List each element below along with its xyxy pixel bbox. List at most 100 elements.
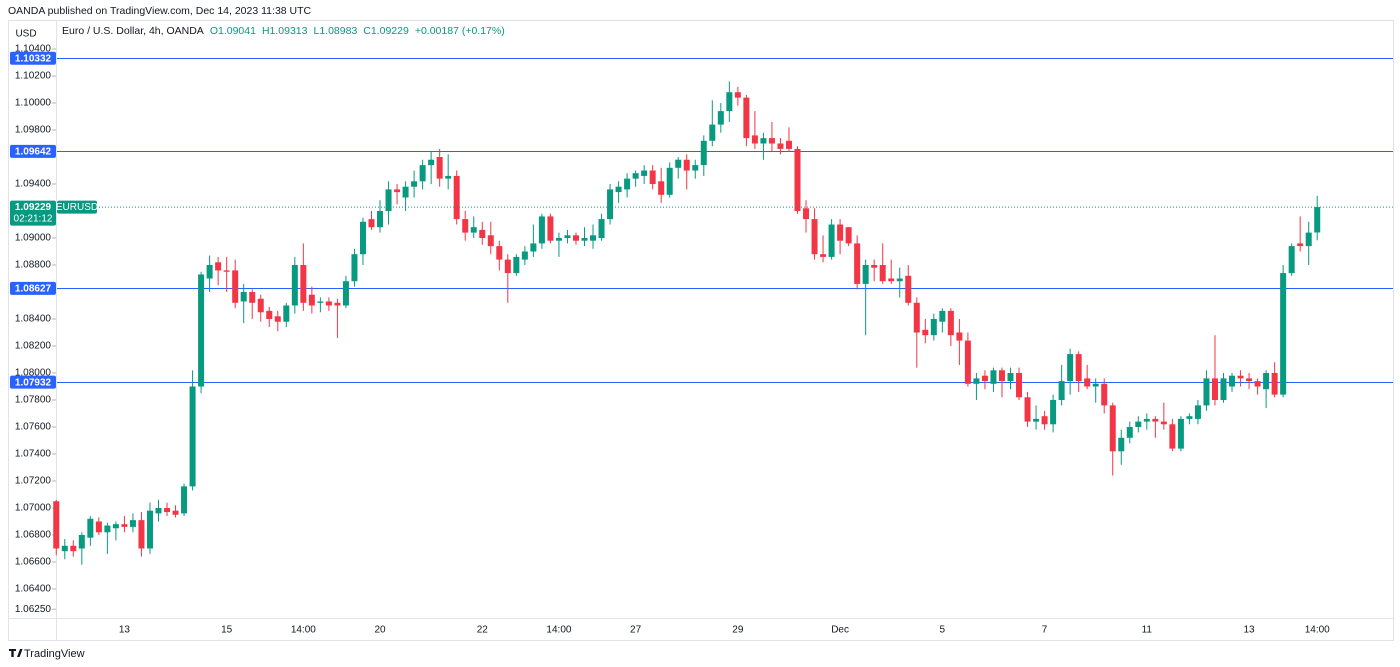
candle-body <box>641 170 648 176</box>
candle-body <box>172 510 179 515</box>
candle-body <box>359 221 366 255</box>
brand: TradingView <box>24 648 85 660</box>
frame <box>8 20 1394 641</box>
level-tag <box>10 281 56 295</box>
candle-body <box>598 219 605 239</box>
level-tag <box>10 375 56 389</box>
candle-body <box>394 189 401 193</box>
candle-body <box>947 310 954 336</box>
legend-header: Euro / U.S. Dollar, 4h, OANDA O1.09041 H1… <box>62 25 505 37</box>
candle-body <box>888 278 895 282</box>
x-tick-label: 22 <box>477 625 489 636</box>
candle-body <box>1118 437 1125 452</box>
legend-value: O1.09041 <box>209 25 256 37</box>
level-tag-label: 1.09642 <box>15 146 52 157</box>
candle-body <box>78 534 85 549</box>
x-tick-label: 7 <box>1042 625 1048 636</box>
x-tick-label: 14:00 <box>546 625 571 636</box>
candle-body <box>845 227 852 244</box>
candle-body <box>487 235 494 247</box>
legend-value: H1.09313 <box>261 25 308 37</box>
candle-body <box>828 224 835 257</box>
candle-body <box>964 340 971 384</box>
last-price-tag <box>10 200 56 226</box>
level-tag-label: 1.10332 <box>15 53 52 64</box>
candle-body <box>257 298 264 313</box>
candle-body <box>581 238 588 241</box>
y-tick-label: 1.06600 <box>15 557 52 568</box>
candle-body <box>683 159 690 171</box>
candle-body <box>624 178 631 190</box>
candle-body <box>803 208 810 220</box>
candle-body <box>777 143 784 149</box>
candle-body <box>232 270 239 303</box>
candle-body <box>334 302 341 306</box>
candle-body <box>164 507 171 513</box>
y-tick-label: 1.07800 <box>15 395 52 406</box>
candle-body <box>1058 381 1065 400</box>
y-tick-label: 1.07400 <box>15 449 52 460</box>
candle-body <box>726 92 733 112</box>
candle-body <box>1314 207 1321 233</box>
candle-body <box>751 135 758 144</box>
candle-body <box>632 173 639 179</box>
candle-body <box>1297 243 1304 247</box>
candle-body <box>1007 372 1014 382</box>
candles <box>53 81 1321 565</box>
candle-body <box>879 265 886 282</box>
candle-body <box>658 181 665 195</box>
candle-body <box>760 138 767 144</box>
candle-body <box>504 259 511 274</box>
candle-body <box>1211 378 1218 400</box>
x-tick-label: Dec <box>831 625 849 636</box>
candle-body <box>1271 372 1278 395</box>
candle-body <box>266 310 273 319</box>
symbol-title: Euro / U.S. Dollar, 4h, OANDA <box>62 25 204 37</box>
candle-body <box>223 270 230 272</box>
candle-body <box>146 510 153 549</box>
candle-body <box>377 211 384 228</box>
candle-body <box>1237 375 1244 379</box>
candle-body <box>717 111 724 125</box>
candle-body <box>913 302 920 333</box>
candle-body <box>513 256 520 274</box>
y-tick-label: 1.08200 <box>15 341 52 352</box>
x-tick-label: 14:00 <box>291 625 316 636</box>
y-tick-label: 1.09400 <box>15 179 52 190</box>
y-tick-label: 1.06400 <box>15 584 52 595</box>
candle-body <box>820 254 827 257</box>
y-tick-label: 1.07600 <box>15 422 52 433</box>
candle-body <box>1305 232 1312 247</box>
candle-body <box>1246 378 1253 382</box>
candle-body <box>1033 418 1040 422</box>
candle-body <box>1203 378 1210 406</box>
candle-body <box>837 224 844 241</box>
symbol-tag <box>57 200 97 214</box>
candle-body <box>854 243 861 284</box>
candle-body <box>215 262 222 271</box>
candle-body <box>1101 383 1108 406</box>
x-tick-label: 13 <box>119 625 131 636</box>
candle-body <box>283 305 290 322</box>
y-tick-label: 1.09000 <box>15 233 52 244</box>
candle-body <box>530 243 537 252</box>
legend-value: L1.08983 <box>313 25 358 37</box>
candle-body <box>1152 418 1159 422</box>
candle-body <box>112 524 119 529</box>
candle-body <box>428 159 435 166</box>
candle-body <box>1092 383 1099 387</box>
candle-body <box>538 216 545 244</box>
candle-body <box>104 525 111 533</box>
y-tick-label: 1.10000 <box>15 98 52 109</box>
candle-body <box>973 378 980 384</box>
candle-body <box>555 238 562 241</box>
candle-body <box>385 189 392 212</box>
candle-body <box>564 235 571 239</box>
y-unit: USD <box>15 29 36 40</box>
candle-body <box>734 92 741 98</box>
candle-body <box>990 370 997 384</box>
candle-body <box>87 518 94 538</box>
candle-body <box>709 124 716 141</box>
candle-body <box>521 251 528 260</box>
